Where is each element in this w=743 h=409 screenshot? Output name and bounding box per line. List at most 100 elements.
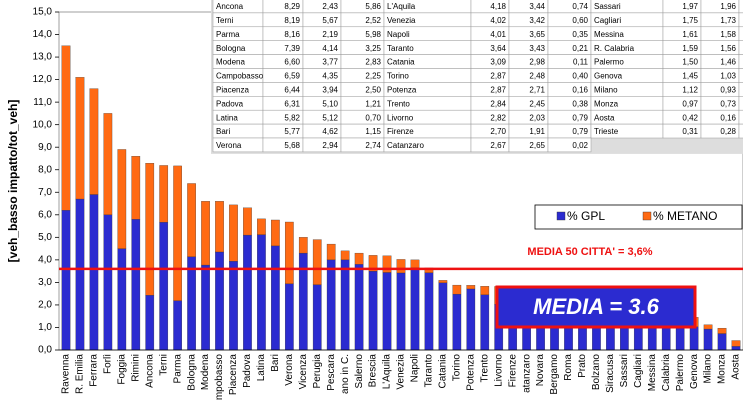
table-cell-text: 0,42 [682, 113, 698, 122]
table-cell-text: 8,19 [284, 16, 300, 25]
bar-segment [717, 327, 727, 334]
x-tick-label: Cagliari [633, 354, 644, 388]
bar-segment [438, 280, 448, 284]
bar-segment [466, 288, 476, 351]
y-tick-label: 11,0 [33, 97, 52, 108]
legend-label: % METANO [653, 209, 717, 223]
callout-text: MEDIA = 3.6 [533, 294, 659, 319]
bar-segment [89, 194, 99, 351]
x-tick-label: Potenza [465, 354, 476, 391]
bar-segment [271, 245, 280, 351]
bar-segment [145, 295, 155, 351]
bar-segment [229, 261, 238, 351]
table-cell-text: Bari [216, 127, 230, 136]
bar-segment [131, 156, 141, 220]
table-cell-text: Torino [387, 72, 409, 81]
table-cell-text: 3,25 [365, 44, 381, 53]
x-tick-label: Forlì [102, 354, 113, 374]
bar-segment [312, 284, 322, 351]
table-cell-text: 5,10 [322, 99, 338, 108]
x-tick-label: Verona [284, 354, 295, 386]
bar-segment [159, 222, 169, 351]
table-cell-text: 1,12 [682, 85, 698, 94]
y-tick-label: 2,0 [38, 300, 52, 311]
table-cell-text: Aosta [594, 113, 615, 122]
x-tick-label: Venezia [396, 354, 407, 390]
y-tick-label: 4,0 [38, 255, 52, 266]
y-tick-label: 6,0 [38, 209, 52, 220]
table-cell-text: 3,43 [529, 44, 545, 53]
table-cell-text: 1,97 [682, 2, 698, 11]
table-cell-text: 0,38 [572, 99, 588, 108]
table-cell-text: Trento [387, 99, 410, 108]
table-cell-text: 3,44 [529, 2, 545, 11]
table-cell [738, 109, 743, 125]
table-cell-text: L'Aquila [387, 2, 416, 11]
table-cell-text: Sassari [594, 2, 621, 11]
table-cell-text: 2,83 [365, 58, 381, 67]
table-cell-text: 5,82 [284, 113, 300, 122]
bar-segment [354, 252, 364, 265]
x-tick-label: Salerno [354, 354, 365, 389]
table-cell-text: 0,40 [572, 72, 588, 81]
y-tick-label: 8,0 [38, 164, 52, 175]
table-cell-text: 4,18 [490, 2, 506, 11]
table-cell-text: Milano [594, 85, 618, 94]
table-cell-text: 3,65 [529, 30, 545, 39]
x-tick-label: Bergamo [549, 354, 560, 395]
table-cell-text: 4,14 [322, 44, 338, 53]
x-tick-label: Padova [242, 354, 253, 388]
bar-segment [75, 77, 85, 200]
x-tick-label: Calabria [661, 354, 672, 392]
bar-segment [382, 255, 392, 273]
table-cell-text: Livorno [387, 113, 414, 122]
bar-segment [257, 218, 266, 235]
table-cell [738, 0, 743, 14]
bar-segment [103, 214, 113, 351]
table-cell-text: 0,93 [720, 85, 736, 94]
table-cell-text: 5,67 [322, 16, 338, 25]
table-cell-text: 2,70 [490, 127, 506, 136]
x-tick-label: Roma [563, 354, 574, 381]
bar-segment [312, 239, 322, 285]
x-tick-label: Ferrara [89, 354, 100, 387]
table-cell [738, 12, 743, 28]
table-cell-text: 0,21 [572, 44, 588, 53]
table-cell-text: 5,98 [365, 30, 381, 39]
table-cell-text: Trieste [594, 127, 619, 136]
table-cell-text: 6,31 [284, 99, 300, 108]
x-tick-label: Bari [270, 354, 281, 372]
table-cell-text: 1,59 [682, 44, 698, 53]
bar-segment [284, 283, 294, 351]
table-cell [738, 68, 743, 83]
table-cell-text: 4,62 [322, 127, 338, 136]
table-cell-text: 1,58 [720, 30, 736, 39]
bar-segment [284, 221, 294, 284]
table-cell-text: 1,96 [720, 2, 736, 11]
table-cell-text: 5,77 [284, 127, 300, 136]
x-tick-label: Milano [703, 354, 714, 384]
table-cell-text: 7,39 [284, 44, 300, 53]
x-tick-label: atanzaro [521, 354, 532, 393]
bar-segment [117, 149, 127, 249]
x-tick-label: Napoli [410, 354, 421, 382]
table-cell-text: 1,03 [720, 72, 736, 81]
table-cell-text: 2,67 [490, 141, 506, 150]
bar-segment [480, 286, 490, 295]
table-cell-text: Latina [216, 113, 238, 122]
bar-segment [731, 340, 741, 347]
y-tick-label: 0,0 [38, 345, 52, 356]
bar-segment [340, 250, 350, 261]
bar-segment [243, 207, 252, 236]
x-tick-label: Trento [479, 354, 490, 383]
table-cell-text: 2,45 [529, 99, 545, 108]
table-cell-text: Campobasso [216, 72, 264, 81]
callout-box [495, 285, 697, 329]
x-tick-label: Prato [577, 354, 588, 378]
x-tick-label: Foggia [116, 354, 127, 385]
table-cell-text: Potenza [387, 85, 417, 94]
table-cell-text: Messina [594, 30, 624, 39]
table-cell-text: R. Calabria [594, 44, 635, 53]
table-cell-text: 1,21 [365, 99, 381, 108]
table-cell [738, 82, 743, 97]
